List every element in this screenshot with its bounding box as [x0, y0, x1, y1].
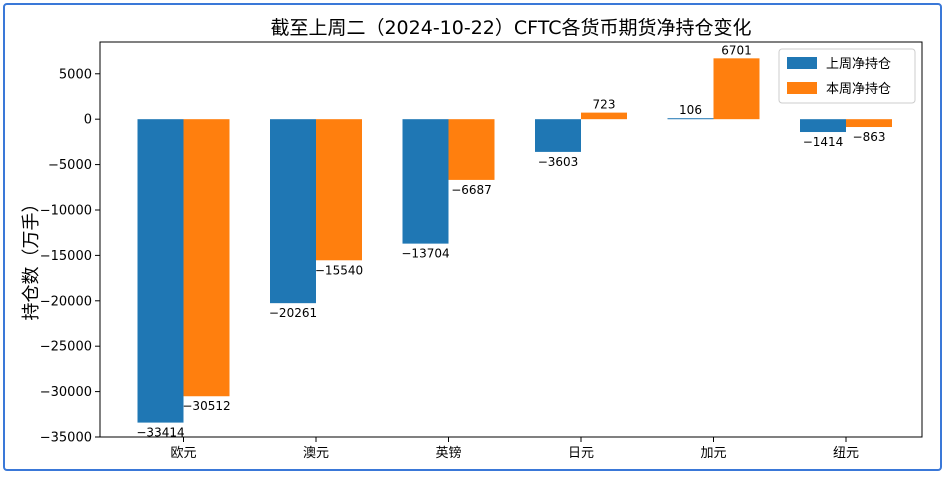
- x-axis-ticks: 欧元 澳元 英镑 日元 加元 纽元: [170, 437, 859, 461]
- bar-last-week: [402, 119, 449, 244]
- data-label: −30512: [182, 399, 230, 413]
- y-axis-ticks: 5000 0 −5000 −10000 −15000 −20000 −25000 −30000…: [40, 67, 100, 446]
- y-tick-label: −5000: [48, 158, 92, 173]
- y-axis-label: 持仓数（万手）: [21, 195, 42, 321]
- x-tick-label: 英镑: [435, 445, 461, 461]
- data-label: −20261: [269, 306, 317, 320]
- data-label: 723: [593, 98, 616, 112]
- data-label: −33414: [136, 426, 184, 440]
- bar-last-week: [535, 119, 581, 152]
- x-tick-label: 日元: [568, 446, 594, 461]
- x-tick-label: 澳元: [303, 445, 329, 461]
- x-tick-label: 加元: [700, 446, 726, 461]
- bar-last-week: [137, 119, 184, 423]
- y-tick-label: 0: [84, 113, 92, 128]
- legend-label: 本周净持仓: [826, 82, 891, 97]
- bar-this-week: [448, 119, 495, 180]
- bar-last-week: [667, 118, 714, 120]
- legend-label: 上周净持仓: [826, 57, 891, 72]
- y-tick-label: −30000: [40, 385, 92, 400]
- plot-area: [99, 41, 923, 438]
- bar-this-week: [713, 58, 760, 120]
- data-label: 6701: [721, 43, 752, 57]
- data-labels-layer: −33414 −30512 −20261 −15540 −13704 −6687 −3603…: [136, 43, 885, 439]
- bar-last-week: [270, 119, 316, 304]
- y-tick-label: −25000: [40, 340, 92, 355]
- y-tick-label: −10000: [40, 203, 92, 218]
- y-tick-label: −15000: [40, 249, 92, 264]
- data-label: −13704: [401, 247, 449, 261]
- legend-swatch: [787, 57, 817, 69]
- bar-this-week: [183, 119, 230, 397]
- data-label: 106: [679, 103, 702, 117]
- data-label: −863: [853, 130, 886, 144]
- bars-layer: [137, 58, 892, 423]
- chart-title: 截至上周二（2024-10-22）CFTC各货币期货净持仓变化: [270, 17, 751, 39]
- x-tick-label: 欧元: [170, 446, 196, 461]
- data-label: −6687: [451, 183, 492, 197]
- data-label: −3603: [538, 155, 579, 169]
- data-label: −15540: [315, 263, 363, 277]
- bar-this-week: [581, 112, 627, 120]
- y-tick-label: −35000: [40, 431, 92, 446]
- data-label: −1414: [803, 135, 844, 149]
- y-tick-label: −20000: [40, 294, 92, 309]
- bar-last-week: [800, 119, 846, 133]
- x-tick-label: 纽元: [833, 446, 859, 461]
- bar-this-week: [846, 119, 892, 128]
- bar-this-week: [316, 119, 362, 261]
- y-tick-label: 5000: [59, 67, 92, 82]
- legend-swatch: [787, 82, 817, 94]
